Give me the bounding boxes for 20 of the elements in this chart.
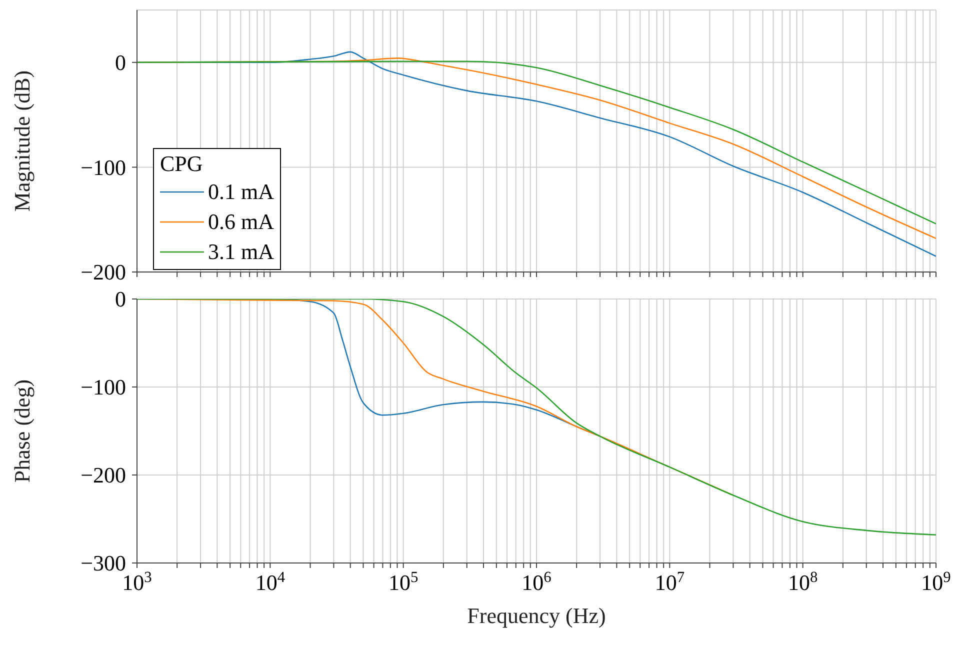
x-tick-label: 10$^{4}$ [255,568,286,595]
y-tick-label: −200 [80,260,126,285]
y-tick-label: −200 [80,462,126,488]
y-tick-label: −100 [80,374,126,400]
y-tick-label: 0 [115,50,126,76]
y-tick-label: 0 [115,286,126,312]
x-tick-label: 10$^{6}$ [522,568,552,595]
legend-label: 0.6 mA [208,208,274,236]
x-tick-label: 10$^{8}$ [788,568,818,595]
y-tick-label: −300 [80,550,126,576]
x-axis-title: Frequency (Hz) [466,603,607,629]
legend-label: 0.1 mA [208,178,274,206]
y-tick-label: −100 [80,154,126,180]
legend-title: CPG [160,151,204,177]
y-axis-title: Phase (deg) [10,379,36,483]
x-tick-label: 10$^{9}$ [921,568,952,595]
y-axis-title: Magnitude (dB) [10,70,36,212]
x-tick-label: 10$^{5}$ [388,568,418,595]
legend-label: 3.1 mA [208,238,274,266]
x-tick-label: 10$^{7}$ [654,568,685,595]
